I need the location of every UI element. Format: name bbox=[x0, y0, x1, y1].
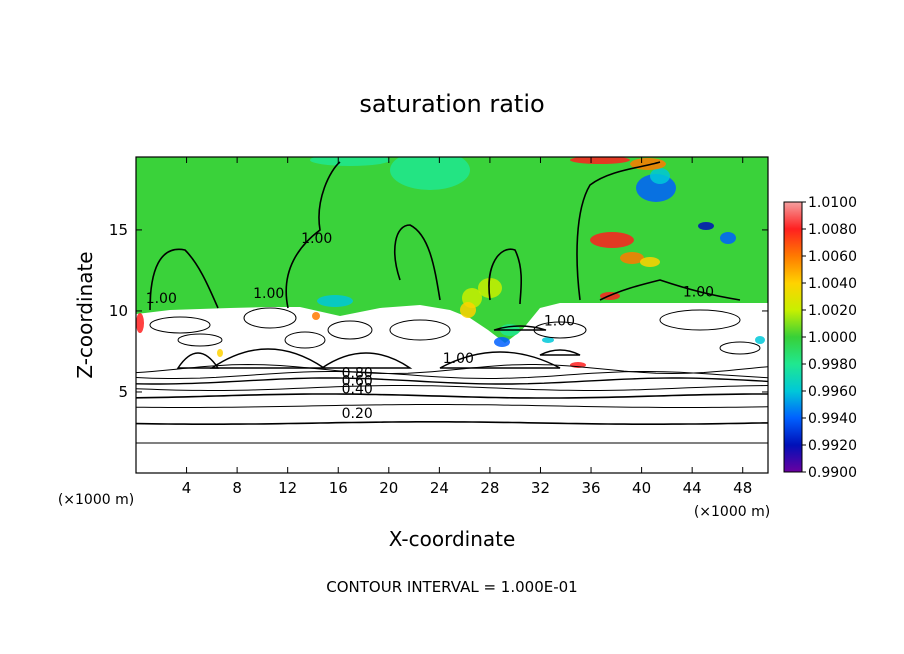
chart-title: saturation ratio bbox=[359, 90, 544, 118]
color-anomalies bbox=[136, 157, 765, 368]
contour-line bbox=[719, 341, 761, 355]
contour-label: 1.00 bbox=[544, 314, 575, 330]
colorbar: 1.0100 1.0080 1.0060 1.0040 1.0020 1.0000 0.99… bbox=[783, 195, 857, 481]
anomaly-patch bbox=[317, 295, 353, 307]
contour-line bbox=[136, 363, 768, 375]
contour-line bbox=[209, 348, 327, 369]
contour-line bbox=[136, 404, 768, 408]
contour-line bbox=[389, 319, 451, 341]
anomaly-patch bbox=[390, 157, 470, 190]
contour-line bbox=[533, 321, 587, 339]
y-axis-label: Z-coordinate bbox=[73, 251, 97, 378]
anomaly-patch bbox=[650, 168, 670, 184]
anomaly-patch bbox=[640, 257, 660, 267]
contour-line bbox=[576, 161, 661, 301]
contour-line bbox=[136, 385, 768, 391]
x-tick-label: 4 bbox=[182, 479, 192, 497]
x-tick-label: 8 bbox=[232, 479, 242, 497]
anomaly-patch bbox=[310, 157, 390, 166]
contour-interval-note: CONTOUR INTERVAL = 1.000E-01 bbox=[326, 578, 577, 596]
contour-line bbox=[488, 248, 523, 305]
plot-frame bbox=[135, 156, 769, 474]
contour-label: 0.60 bbox=[342, 373, 373, 389]
contour-line bbox=[136, 421, 768, 425]
contour-line bbox=[599, 279, 741, 301]
x-tick-label: 20 bbox=[379, 479, 398, 497]
contour-line bbox=[243, 307, 297, 329]
x-tick-label: 44 bbox=[683, 479, 702, 497]
x-tick-label: 36 bbox=[581, 479, 600, 497]
x-tick-label: 28 bbox=[480, 479, 499, 497]
contour-line bbox=[394, 224, 441, 301]
x-tick-label: 32 bbox=[531, 479, 550, 497]
contour-label: 0.20 bbox=[342, 406, 373, 422]
contour-line bbox=[327, 320, 373, 340]
colorbar-scale bbox=[783, 201, 803, 473]
colorbar-label: 0.9960 bbox=[808, 384, 857, 400]
colorbar-label: 0.9940 bbox=[808, 411, 857, 427]
contour-line bbox=[539, 349, 581, 356]
anomaly-patch bbox=[720, 232, 736, 244]
y-axis: 5 10 15 bbox=[109, 221, 768, 401]
contour-lines bbox=[136, 161, 768, 444]
contour-line bbox=[149, 248, 219, 311]
anomaly-patch bbox=[217, 349, 223, 357]
anomaly-patch bbox=[698, 222, 714, 230]
anomaly-patch bbox=[620, 252, 644, 264]
x-tick-label: 24 bbox=[430, 479, 449, 497]
contour-line bbox=[149, 316, 211, 334]
anomaly-patch bbox=[590, 232, 634, 248]
anomaly-patch bbox=[460, 302, 476, 318]
colorbar-label: 1.0020 bbox=[808, 303, 857, 319]
colorbar-label: 1.0040 bbox=[808, 276, 857, 292]
x-axis: 4 8 12 16 20 24 28 32 36 40 44 48 bbox=[182, 157, 752, 497]
contour-line bbox=[439, 351, 561, 369]
contour-label: 1.00 bbox=[683, 284, 714, 300]
contour-line bbox=[177, 333, 223, 347]
contour-label: 0.40 bbox=[342, 382, 373, 398]
x-units-right: (×1000 m) bbox=[694, 504, 770, 520]
anomaly-patch bbox=[494, 337, 510, 347]
x-tick-label: 16 bbox=[329, 479, 348, 497]
anomaly-patch bbox=[542, 337, 554, 343]
contour-label: 1.00 bbox=[146, 291, 177, 307]
y-tick-label: 5 bbox=[118, 383, 128, 401]
contour-line bbox=[284, 331, 326, 349]
colorbar-label: 1.0060 bbox=[808, 249, 857, 265]
contour-line bbox=[493, 325, 547, 331]
contour-label: 1.00 bbox=[443, 351, 474, 367]
colorbar-label: 1.0000 bbox=[808, 330, 857, 346]
x-tick-label: 12 bbox=[278, 479, 297, 497]
contour-line bbox=[136, 371, 768, 379]
colorbar-label: 1.0100 bbox=[808, 195, 857, 211]
x-tick-label: 48 bbox=[733, 479, 752, 497]
y-tick-label: 15 bbox=[109, 221, 128, 239]
contour-line bbox=[659, 309, 741, 331]
contour-label: 1.00 bbox=[301, 231, 332, 247]
colorbar-label: 0.9980 bbox=[808, 357, 857, 373]
x-axis-label: X-coordinate bbox=[389, 527, 516, 551]
colorbar-label: 0.9920 bbox=[808, 438, 857, 454]
contour-line bbox=[136, 393, 768, 399]
x-tick-label: 40 bbox=[632, 479, 651, 497]
contour-labels: 1.00 1.00 1.00 1.00 1.00 1.00 0.800.600.40 0.20 bbox=[146, 231, 714, 422]
plot-area: 1.00 1.00 1.00 1.00 1.00 1.00 0.800.600.40 0.20 bbox=[136, 157, 768, 473]
contour-line bbox=[136, 377, 768, 385]
anomaly-patch bbox=[312, 312, 320, 320]
colorbar-label: 0.9900 bbox=[808, 465, 857, 481]
colorbar-label: 1.0080 bbox=[808, 222, 857, 238]
anomaly-patch bbox=[755, 336, 765, 344]
anomaly-patch bbox=[136, 313, 144, 333]
contour-label: 1.00 bbox=[253, 286, 284, 302]
contour-line bbox=[285, 161, 341, 309]
y-tick-label: 10 bbox=[109, 302, 128, 320]
anomaly-patch bbox=[570, 157, 630, 164]
anomaly-patch bbox=[478, 278, 502, 298]
x-units-left: (×1000 m) bbox=[58, 492, 134, 508]
contour-line bbox=[319, 352, 413, 369]
contour-label: 0.80 bbox=[342, 365, 373, 381]
